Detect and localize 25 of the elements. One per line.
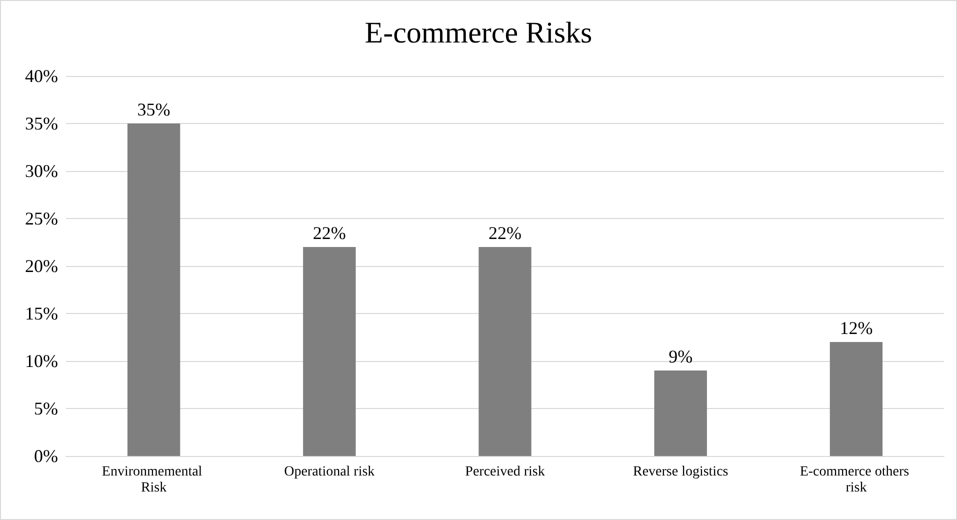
x-tick-label: Operational risk — [284, 464, 375, 480]
y-tick-label: 0% — [34, 446, 58, 466]
y-tick-label: 5% — [34, 398, 58, 418]
y-tick-label: 15% — [25, 304, 58, 324]
x-tick-label: E-commerce others risk — [800, 464, 913, 496]
data-label: 12% — [840, 318, 873, 338]
y-tick-label: 20% — [25, 256, 58, 276]
data-label: 22% — [312, 223, 346, 243]
bar — [127, 124, 180, 456]
x-tick-label: Perceived risk — [465, 464, 545, 480]
bar — [830, 342, 883, 456]
bar — [654, 370, 707, 456]
bar — [478, 247, 532, 456]
y-tick-label: 40% — [25, 66, 58, 86]
y-tick-label: 25% — [25, 208, 58, 228]
y-tick-label: 10% — [25, 351, 58, 371]
chart-title: E-commerce Risks — [364, 16, 592, 50]
bar — [303, 247, 356, 456]
data-label: 22% — [488, 223, 522, 243]
y-tick-label: 30% — [25, 161, 58, 181]
data-label: 35% — [137, 100, 170, 120]
y-tick-label: 35% — [25, 114, 58, 134]
data-label: 9% — [668, 346, 693, 366]
x-tick-label: Reverse logistics — [632, 464, 728, 480]
x-tick-label: Environmemental Risk — [102, 464, 206, 496]
